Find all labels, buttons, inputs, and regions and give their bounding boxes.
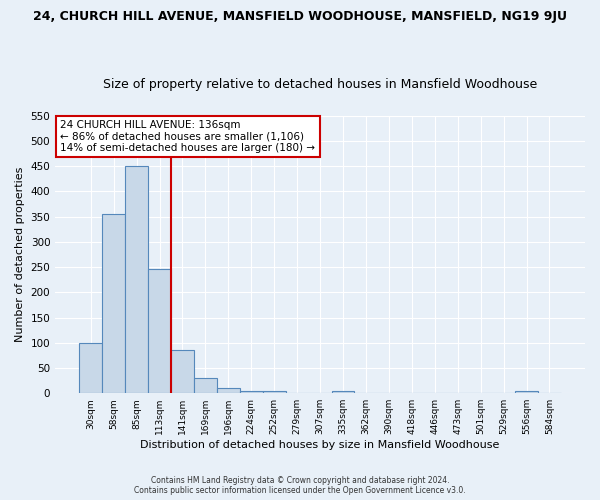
Bar: [240, 390, 263, 393]
Text: 24 CHURCH HILL AVENUE: 136sqm
← 86% of detached houses are smaller (1,106)
14% o: 24 CHURCH HILL AVENUE: 136sqm ← 86% of d…: [61, 120, 316, 153]
Bar: [125, 166, 148, 393]
Bar: [515, 390, 538, 393]
Bar: [102, 214, 125, 393]
X-axis label: Distribution of detached houses by size in Mansfield Woodhouse: Distribution of detached houses by size …: [140, 440, 500, 450]
Text: 24, CHURCH HILL AVENUE, MANSFIELD WOODHOUSE, MANSFIELD, NG19 9JU: 24, CHURCH HILL AVENUE, MANSFIELD WOODHO…: [33, 10, 567, 23]
Bar: [217, 388, 240, 393]
Bar: [194, 378, 217, 393]
Bar: [263, 390, 286, 393]
Text: Contains HM Land Registry data © Crown copyright and database right 2024.
Contai: Contains HM Land Registry data © Crown c…: [134, 476, 466, 495]
Bar: [332, 390, 355, 393]
Bar: [171, 350, 194, 393]
Y-axis label: Number of detached properties: Number of detached properties: [15, 167, 25, 342]
Title: Size of property relative to detached houses in Mansfield Woodhouse: Size of property relative to detached ho…: [103, 78, 537, 91]
Bar: [148, 269, 171, 393]
Bar: [79, 343, 102, 393]
